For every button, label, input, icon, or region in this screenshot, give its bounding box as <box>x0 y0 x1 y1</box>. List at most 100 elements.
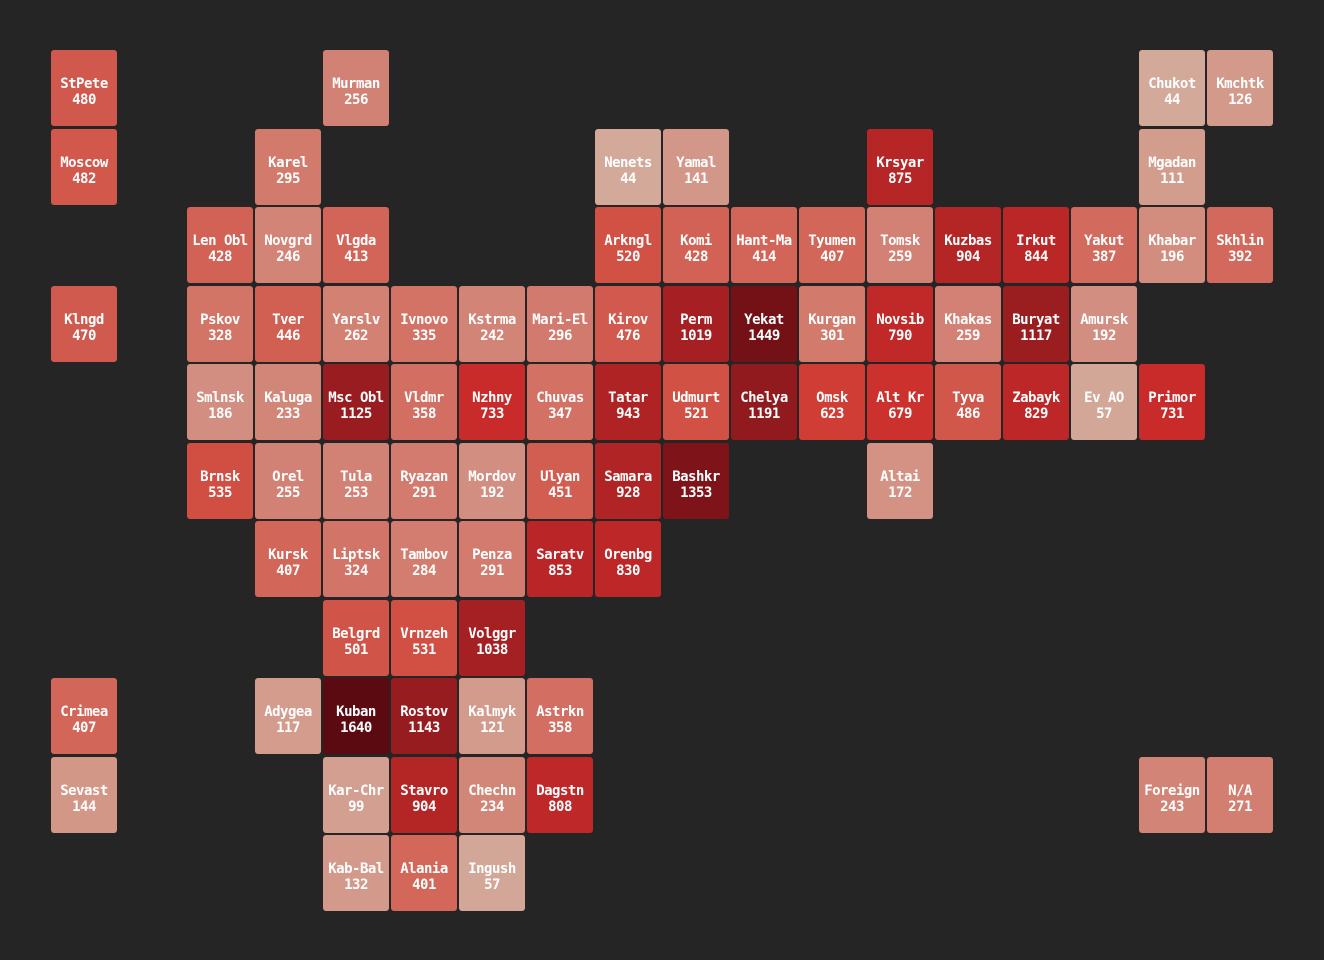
tile-udmurt[interactable]: Udmurt 521 <box>663 364 729 440</box>
tile-hant-ma[interactable]: Hant-Ma 414 <box>731 207 797 283</box>
tile-perm[interactable]: Perm 1019 <box>663 286 729 362</box>
tile-yakut[interactable]: Yakut 387 <box>1071 207 1137 283</box>
tile-ryazan[interactable]: Ryazan 291 <box>391 443 457 519</box>
tile-value: 324 <box>344 563 368 579</box>
tile-kursk[interactable]: Kursk 407 <box>255 521 321 597</box>
tile-stavro[interactable]: Stavro 904 <box>391 757 457 833</box>
tile-chechn[interactable]: Chechn 234 <box>459 757 525 833</box>
tile-novgrd[interactable]: Novgrd 246 <box>255 207 321 283</box>
tile-chuvas[interactable]: Chuvas 347 <box>527 364 593 440</box>
tile-yamal[interactable]: Yamal 141 <box>663 129 729 205</box>
tile-kalmyk[interactable]: Kalmyk 121 <box>459 678 525 754</box>
tile-amursk[interactable]: Amursk 192 <box>1071 286 1137 362</box>
tile-value: 358 <box>412 406 436 422</box>
tile-stpete[interactable]: StPete 480 <box>51 50 117 126</box>
tile-komi[interactable]: Komi 428 <box>663 207 729 283</box>
tile-foreign[interactable]: Foreign 243 <box>1139 757 1205 833</box>
tile-len-obl[interactable]: Len Obl 428 <box>187 207 253 283</box>
tile-value: 117 <box>276 720 300 736</box>
tile-omsk[interactable]: Omsk 623 <box>799 364 865 440</box>
tile-kuzbas[interactable]: Kuzbas 904 <box>935 207 1001 283</box>
tile-zabayk[interactable]: Zabayk 829 <box>1003 364 1069 440</box>
tile-orel[interactable]: Orel 255 <box>255 443 321 519</box>
tile-tomsk[interactable]: Tomsk 259 <box>867 207 933 283</box>
tile-tambov[interactable]: Tambov 284 <box>391 521 457 597</box>
tile-klngd[interactable]: Klngd 470 <box>51 286 117 362</box>
tile-label: Chelya <box>740 390 788 406</box>
tile-irkut[interactable]: Irkut 844 <box>1003 207 1069 283</box>
tile-karel[interactable]: Karel 295 <box>255 129 321 205</box>
tile-kmchtk[interactable]: Kmchtk 126 <box>1207 50 1273 126</box>
tile-vldmr[interactable]: Vldmr 358 <box>391 364 457 440</box>
tile-chelya[interactable]: Chelya 1191 <box>731 364 797 440</box>
tile-tula[interactable]: Tula 253 <box>323 443 389 519</box>
tile-label: Adygea <box>264 704 312 720</box>
tile-chukot[interactable]: Chukot 44 <box>1139 50 1205 126</box>
tile-mgadan[interactable]: Mgadan 111 <box>1139 129 1205 205</box>
tile-kaluga[interactable]: Kaluga 233 <box>255 364 321 440</box>
tile-label: Brnsk <box>200 469 240 485</box>
tile-penza[interactable]: Penza 291 <box>459 521 525 597</box>
tile-khabar[interactable]: Khabar 196 <box>1139 207 1205 283</box>
tile-saratv[interactable]: Saratv 853 <box>527 521 593 597</box>
tile-pskov[interactable]: Pskov 328 <box>187 286 253 362</box>
tile-krsyar[interactable]: Krsyar 875 <box>867 129 933 205</box>
tile-mari-el[interactable]: Mari-El 296 <box>527 286 593 362</box>
tile-value: 733 <box>480 406 504 422</box>
tile-tatar[interactable]: Tatar 943 <box>595 364 661 440</box>
tile-vrnzeh[interactable]: Vrnzeh 531 <box>391 600 457 676</box>
tile-belgrd[interactable]: Belgrd 501 <box>323 600 389 676</box>
tile-value: 790 <box>888 328 912 344</box>
tile-primor[interactable]: Primor 731 <box>1139 364 1205 440</box>
tile-tyumen[interactable]: Tyumen 407 <box>799 207 865 283</box>
tile-smlnsk[interactable]: Smlnsk 186 <box>187 364 253 440</box>
tile-label: Orel <box>272 469 304 485</box>
tile-alania[interactable]: Alania 401 <box>391 835 457 911</box>
tile-vlgda[interactable]: Vlgda 413 <box>323 207 389 283</box>
tile-murman[interactable]: Murman 256 <box>323 50 389 126</box>
tile-kstrma[interactable]: Kstrma 242 <box>459 286 525 362</box>
tile-brnsk[interactable]: Brnsk 535 <box>187 443 253 519</box>
tile-nzhny[interactable]: Nzhny 733 <box>459 364 525 440</box>
tile-label: Chukot <box>1148 76 1196 92</box>
tile-astrkn[interactable]: Astrkn 358 <box>527 678 593 754</box>
tile-kirov[interactable]: Kirov 476 <box>595 286 661 362</box>
tile-kab-bal[interactable]: Kab-Bal 132 <box>323 835 389 911</box>
tile-khakas[interactable]: Khakas 259 <box>935 286 1001 362</box>
tile-value: 255 <box>276 485 300 501</box>
tile-moscow[interactable]: Moscow 482 <box>51 129 117 205</box>
tile-samara[interactable]: Samara 928 <box>595 443 661 519</box>
tile-mordov[interactable]: Mordov 192 <box>459 443 525 519</box>
tile-buryat[interactable]: Buryat 1117 <box>1003 286 1069 362</box>
tile-bashkr[interactable]: Bashkr 1353 <box>663 443 729 519</box>
tile-kuban[interactable]: Kuban 1640 <box>323 678 389 754</box>
tile-arkngl[interactable]: Arkngl 520 <box>595 207 661 283</box>
tile-ev-ao[interactable]: Ev AO 57 <box>1071 364 1137 440</box>
tile-orenbg[interactable]: Orenbg 830 <box>595 521 661 597</box>
tile-yarslv[interactable]: Yarslv 262 <box>323 286 389 362</box>
tile-liptsk[interactable]: Liptsk 324 <box>323 521 389 597</box>
tile-ivnovo[interactable]: Ivnovo 335 <box>391 286 457 362</box>
tile-volggr[interactable]: Volggr 1038 <box>459 600 525 676</box>
tile-dagstn[interactable]: Dagstn 808 <box>527 757 593 833</box>
tile-kurgan[interactable]: Kurgan 301 <box>799 286 865 362</box>
tile-label: Kab-Bal <box>328 861 384 877</box>
tile-sevast[interactable]: Sevast 144 <box>51 757 117 833</box>
tile-msc-obl[interactable]: Msc Obl 1125 <box>323 364 389 440</box>
tile-alt-kr[interactable]: Alt Kr 679 <box>867 364 933 440</box>
tile-novsib[interactable]: Novsib 790 <box>867 286 933 362</box>
tile-nenets[interactable]: Nenets 44 <box>595 129 661 205</box>
tile-tyva[interactable]: Tyva 486 <box>935 364 1001 440</box>
tile-crimea[interactable]: Crimea 407 <box>51 678 117 754</box>
tile-kar-chr[interactable]: Kar-Chr 99 <box>323 757 389 833</box>
tile-label: Kirov <box>608 312 648 328</box>
tile-yekat[interactable]: Yekat 1449 <box>731 286 797 362</box>
tile-ulyan[interactable]: Ulyan 451 <box>527 443 593 519</box>
tile-tver[interactable]: Tver 446 <box>255 286 321 362</box>
tile-rostov[interactable]: Rostov 1143 <box>391 678 457 754</box>
tile-ingush[interactable]: Ingush 57 <box>459 835 525 911</box>
tile-altai[interactable]: Altai 172 <box>867 443 933 519</box>
tile-adygea[interactable]: Adygea 117 <box>255 678 321 754</box>
tile-n-a[interactable]: N/A 271 <box>1207 757 1273 833</box>
tile-skhlin[interactable]: Skhlin 392 <box>1207 207 1273 283</box>
